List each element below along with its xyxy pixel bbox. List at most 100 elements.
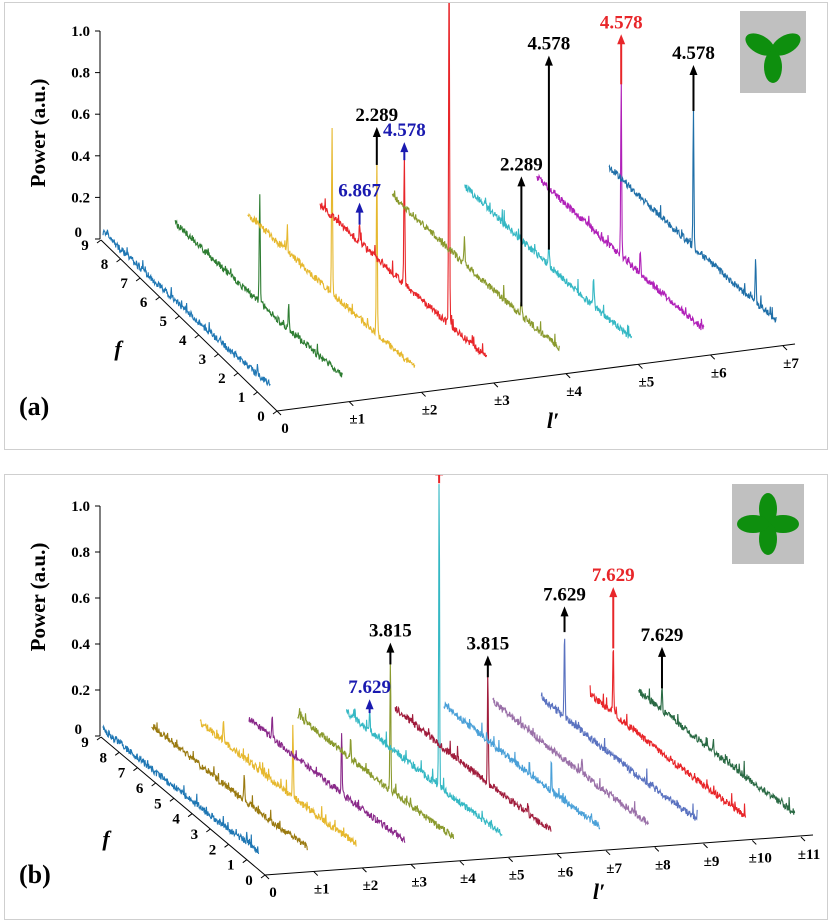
inset-petal-icon xyxy=(764,51,782,83)
peak-arrow-head xyxy=(400,142,409,153)
inset-petal-icon xyxy=(767,515,799,533)
series-trace xyxy=(151,722,308,851)
series-trace xyxy=(443,701,601,830)
f-tick-mark xyxy=(116,258,121,263)
f-tick-mark xyxy=(135,277,141,282)
series-trace xyxy=(608,105,777,323)
f-tick-label: 5 xyxy=(154,796,162,812)
peak-arrow-head xyxy=(372,126,381,137)
peak-frequency-label: 2.289 xyxy=(355,105,398,126)
l-tick-label: ±5 xyxy=(639,375,655,391)
peak-arrow-head xyxy=(609,587,618,598)
f-tick-label: 2 xyxy=(218,371,226,387)
l-tick-label: ±1 xyxy=(314,882,330,898)
f-axis-line xyxy=(100,736,266,876)
l-tick-label: ±2 xyxy=(363,878,379,894)
l-tick-label: ±7 xyxy=(606,861,622,877)
f-tick-mark xyxy=(96,239,102,244)
series-trace xyxy=(248,716,406,843)
f-tick-mark xyxy=(224,843,229,848)
peak-frequency-label: 7.629 xyxy=(348,677,391,698)
peak-frequency-label: 4.578 xyxy=(528,34,571,55)
series-trace xyxy=(174,194,343,378)
l-tick-mark xyxy=(459,860,465,866)
series-trace xyxy=(297,661,455,840)
l-tick-mark xyxy=(557,853,562,859)
peak-frequency-label: 4.578 xyxy=(600,12,643,33)
l-tick-mark xyxy=(703,843,708,849)
f-tick-mark xyxy=(96,736,102,741)
series-trace xyxy=(345,484,503,837)
l-tick-mark xyxy=(421,392,426,397)
inset-petal-icon xyxy=(737,515,769,533)
chart-b-svg: 0 0.2 0.4 0.6 0.8 1.0 Power (a.u.) 0 ±1 ±2 ±3 ±4 ±5 ±… xyxy=(19,475,820,904)
l-tick-label: 0 xyxy=(281,421,289,437)
peak-arrow-head xyxy=(560,606,569,617)
y-tick-label: 0 xyxy=(75,225,83,241)
peak-frequency-label: 3.815 xyxy=(369,621,412,642)
l-tick-label: ±2 xyxy=(422,402,438,418)
peak-arrow-head xyxy=(617,34,626,45)
series-trace xyxy=(319,3,488,358)
peak-frequency-label: 3.815 xyxy=(466,634,509,655)
peak-frequency-label: 6.867 xyxy=(338,181,381,202)
l-axis-line xyxy=(264,834,814,876)
l-tick-mark xyxy=(508,857,513,863)
l-tick-mark xyxy=(800,836,806,842)
f-axis-line xyxy=(100,239,278,412)
peak-arrow-head xyxy=(483,655,492,666)
f-tick-mark xyxy=(233,372,239,377)
y-axis-label: Power (a.u.) xyxy=(26,79,50,188)
l-tick-label: ±7 xyxy=(783,356,799,372)
f-tick-label: 6 xyxy=(136,781,144,797)
inset-petal-icon xyxy=(759,493,777,525)
f-tick-label: 0 xyxy=(245,873,253,889)
y-tick-label: 0.4 xyxy=(71,637,90,653)
inset-petal-icon xyxy=(771,33,801,56)
series-trace xyxy=(492,697,649,826)
peak-arrow-head xyxy=(544,55,553,66)
peak-arrow-head xyxy=(657,646,666,657)
l-tick-mark xyxy=(348,401,354,407)
f-tick-label: 7 xyxy=(118,766,126,782)
l-tick-mark xyxy=(782,345,788,351)
f-tick-mark xyxy=(272,410,278,415)
y-tick-label: 0.2 xyxy=(71,190,90,206)
l-axis-line xyxy=(276,343,796,412)
series-trace xyxy=(536,80,705,331)
f-tick-label: 4 xyxy=(179,333,187,349)
l-tick-label: ±6 xyxy=(557,864,573,880)
y-axis-label: Power (a.u.) xyxy=(26,543,50,652)
l-tick-label: ±4 xyxy=(566,384,582,400)
series-trace xyxy=(638,688,796,815)
series-trace xyxy=(199,719,357,847)
f-tick-label: 4 xyxy=(172,812,180,828)
f-tick-mark xyxy=(242,859,248,864)
f-tick-label: 8 xyxy=(99,750,107,766)
peak-frequency-label: 7.629 xyxy=(592,565,635,586)
f-tick-label: 1 xyxy=(227,858,235,874)
l-tick-label: ±6 xyxy=(711,365,727,381)
l-tick-label: ±9 xyxy=(704,854,720,870)
f-tick-mark xyxy=(174,315,180,320)
f-tick-mark xyxy=(253,391,258,396)
peak-arrow-head xyxy=(517,176,526,187)
l-tick-label: 0 xyxy=(269,885,277,901)
series-trace xyxy=(102,228,271,387)
f-tick-mark xyxy=(214,353,219,358)
peak-frequency-label: 2.289 xyxy=(500,154,543,175)
peak-arrow-head xyxy=(365,699,374,710)
f-tick-label: 3 xyxy=(191,827,199,843)
peak-frequency-label: 7.629 xyxy=(543,584,586,605)
y-tick-label: 0.4 xyxy=(71,149,90,165)
l-tick-label: ±4 xyxy=(460,871,476,887)
series-trace xyxy=(102,724,260,855)
f-axis-label: f xyxy=(114,336,124,361)
f-tick-mark xyxy=(187,813,193,818)
f-tick-label: 0 xyxy=(257,409,265,425)
peak-frequency-label: 4.578 xyxy=(672,43,715,64)
chart-panel-b: 0 0.2 0.4 0.6 0.8 1.0 Power (a.u.) 0 ±1 ±2 ±3 ±4 ±5 ±… xyxy=(4,474,828,920)
inset-petal-icon xyxy=(759,523,777,555)
f-tick-label: 1 xyxy=(238,390,246,406)
l-tick-mark xyxy=(410,864,416,869)
